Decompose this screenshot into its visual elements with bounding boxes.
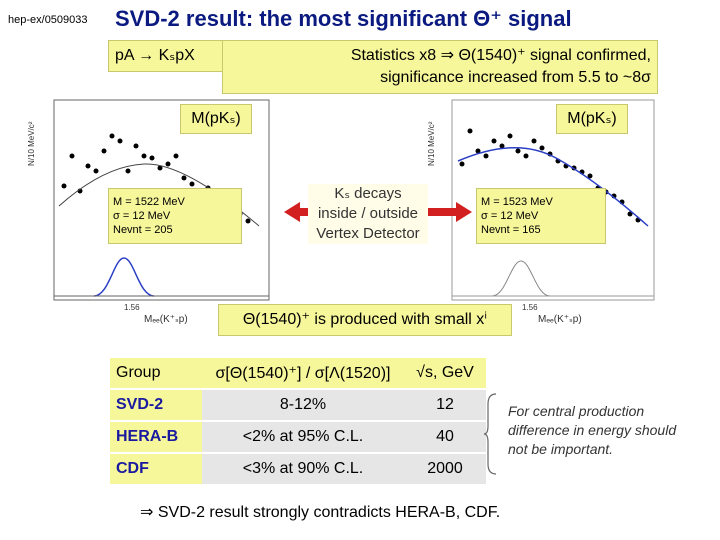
fit-right-events: Nevnt = 165 xyxy=(481,224,541,236)
row-svd-ratio: 8-12% xyxy=(202,389,404,422)
left-tick: 1.56 xyxy=(124,303,140,312)
statistics-line-1: Statistics x8 ⇒ Θ(1540)⁺ signal confirme… xyxy=(350,47,651,64)
mass-label-right: M(pKₛ) xyxy=(556,104,628,134)
fit-params-left: M = 1522 MeV σ = 12 MeV Nevnt = 205 xyxy=(108,188,242,244)
fit-params-right: M = 1523 MeV σ = 12 MeV Nevnt = 165 xyxy=(476,188,606,244)
row-svd-energy: 12 xyxy=(404,389,486,422)
svg-text:N/10 MeV/c²: N/10 MeV/c² xyxy=(27,121,36,166)
fit-left-events: Nevnt = 205 xyxy=(113,224,173,236)
fit-right-sigma: σ = 12 MeV xyxy=(481,210,539,222)
slide-title: SVD-2 result: the most significant Θ⁺ si… xyxy=(115,6,572,31)
decays-line-3: Vertex Detector xyxy=(316,225,420,242)
right-tick: 1.56 xyxy=(522,303,538,312)
fit-left-sigma: σ = 12 MeV xyxy=(113,210,171,222)
header-group: Group xyxy=(110,358,202,390)
fit-left-mass: M = 1522 MeV xyxy=(113,196,185,208)
mass-label-left: M(pKₛ) xyxy=(180,104,252,134)
reaction-box: pA → KₛpX xyxy=(108,40,234,72)
results-table: Group σ[Θ(1540)⁺] / σ[Λ(1520)] √s, GeV S… xyxy=(110,358,486,486)
brace-icon xyxy=(483,393,497,475)
central-production-note: For central production difference in ene… xyxy=(508,403,677,457)
statistics-line-2: significance increased from 5.5 to ~8σ xyxy=(380,69,651,86)
row-cdf-group: CDF xyxy=(110,453,202,486)
conclusion: ⇒ SVD-2 result strongly contradicts HERA… xyxy=(140,504,501,521)
vertex-detector-note: Kₛ decays inside / outside Vertex Detect… xyxy=(308,184,428,244)
row-herab-group: HERA-B xyxy=(110,421,202,454)
table-row: CDF <3% at 90% C.L. 2000 xyxy=(110,453,486,486)
fit-right-mass: M = 1523 MeV xyxy=(481,196,553,208)
row-svd-group: SVD-2 xyxy=(110,389,202,422)
production-note: Θ(1540)⁺ is produced with small xⁱ xyxy=(218,304,512,336)
decays-line-1: Kₛ decays xyxy=(334,185,402,202)
table-header-row: Group σ[Θ(1540)⁺] / σ[Λ(1520)] √s, GeV xyxy=(110,358,486,390)
table-row: SVD-2 8-12% 12 xyxy=(110,389,486,422)
row-herab-energy: 40 xyxy=(404,421,486,454)
row-herab-ratio: <2% at 95% C.L. xyxy=(202,421,404,454)
left-xlabel: Mₑₑ(K⁺ₛp) xyxy=(144,314,188,325)
header-ratio: σ[Θ(1540)⁺] / σ[Λ(1520)] xyxy=(202,358,404,390)
row-cdf-ratio: <3% at 90% C.L. xyxy=(202,453,404,486)
decays-line-2: inside / outside xyxy=(317,205,419,222)
paper-reference: hep-ex/0509033 xyxy=(8,14,88,26)
svg-text:N/10 MeV/c²: N/10 MeV/c² xyxy=(427,121,436,166)
table-row: HERA-B <2% at 95% C.L. 40 xyxy=(110,421,486,454)
statistics-box: Statistics x8 ⇒ Θ(1540)⁺ signal confirme… xyxy=(222,40,658,94)
header-energy: √s, GeV xyxy=(404,358,486,390)
right-xlabel: Mₑₑ(K⁺ₛp) xyxy=(538,314,582,325)
row-cdf-energy: 2000 xyxy=(404,453,486,486)
